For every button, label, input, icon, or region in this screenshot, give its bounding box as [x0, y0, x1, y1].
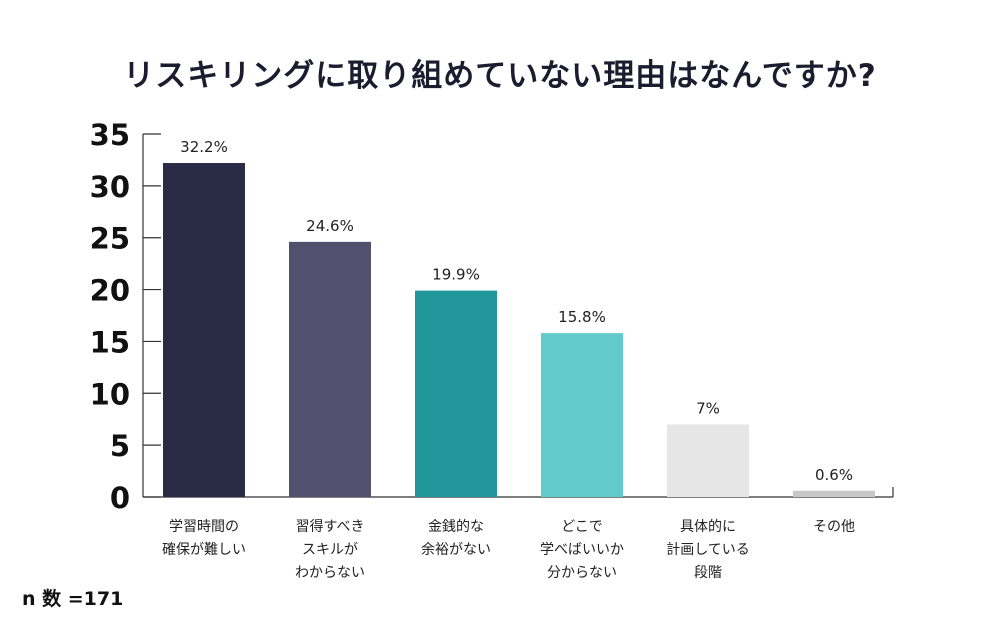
data-label: 0.6% [815, 466, 853, 484]
y-ticks: 0 5 10 15 20 25 30 35 [90, 118, 161, 515]
y-tick-label: 25 [90, 222, 130, 256]
data-label: 24.6% [306, 217, 354, 235]
bar [793, 490, 875, 497]
y-tick-label: 0 [110, 481, 130, 515]
data-label: 32.2% [180, 138, 228, 156]
bar [541, 333, 623, 497]
y-tick-label: 15 [90, 325, 130, 359]
category-label: 金銭的な 余裕がない [421, 519, 491, 558]
data-label: 7% [696, 399, 720, 417]
sample-size-label: n 数 =171 [22, 588, 124, 610]
category-label: 習得すべき スキルが わからない [295, 519, 365, 581]
bars [163, 163, 875, 498]
category-label: その他 [813, 519, 855, 535]
y-tick-label: 10 [90, 377, 130, 411]
chart-title: リスキリングに取り組めていない理由はなんですか? [123, 58, 877, 94]
bar [415, 290, 497, 497]
bar [667, 424, 749, 497]
bar [163, 163, 245, 498]
y-tick-label: 20 [90, 274, 130, 308]
category-label: 学習時間の 確保が難しい [162, 519, 246, 558]
category-label: 具体的に 計画している 段階 [666, 519, 750, 581]
category-label: どこで 学べばいいか 分からない [540, 519, 624, 581]
y-tick-label: 35 [90, 118, 130, 152]
data-label: 19.9% [432, 266, 480, 284]
data-label: 15.8% [558, 308, 606, 326]
y-tick-label: 5 [110, 429, 130, 463]
y-tick-label: 30 [90, 170, 130, 204]
bar [289, 241, 371, 497]
value-labels: 32.2% 24.6% 19.9% 15.8% 7% 0.6% [180, 138, 853, 484]
axes [142, 134, 894, 498]
